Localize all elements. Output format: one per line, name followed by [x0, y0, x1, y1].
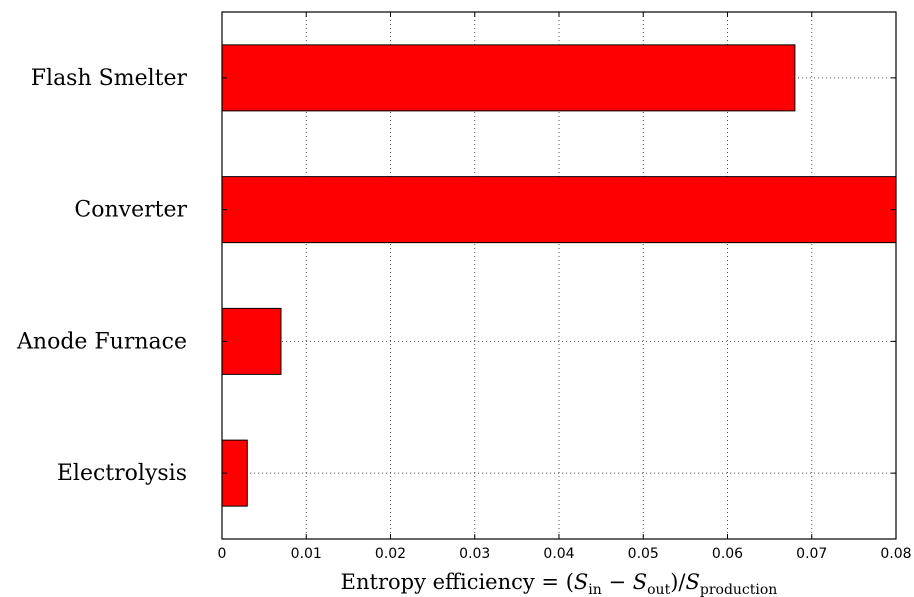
x-tick-label: 0.02 — [375, 546, 406, 562]
x-tick-label: 0.04 — [543, 546, 574, 562]
category-label: Anode Furnace — [16, 329, 187, 354]
x-tick-label: 0.01 — [291, 546, 322, 562]
bars — [221, 44, 897, 507]
x-tick-label: 0.07 — [796, 546, 827, 562]
x-tick-labels: 0 0.01 0.02 0.03 0.04 0.05 0.06 0.07 0.08 — [218, 546, 912, 562]
x-tick-label: 0 — [218, 546, 227, 562]
category-label: Flash Smelter — [31, 66, 188, 91]
x-tick-label: 0.05 — [628, 546, 659, 562]
category-labels: Flash Smelter Converter Anode Furnace Elect… — [16, 66, 187, 486]
x-tick-label: 0.03 — [459, 546, 490, 562]
bar — [221, 176, 897, 244]
bar — [221, 307, 282, 375]
ticks — [221, 12, 897, 539]
x-axis-label: Entropy efficiency = (Sin − Sout)/Sprodu… — [341, 570, 778, 597]
bar — [221, 44, 796, 112]
x-tick-label: 0.06 — [712, 546, 743, 562]
category-label: Converter — [74, 198, 187, 223]
x-tick-label: 0.08 — [880, 546, 911, 562]
category-label: Electrolysis — [57, 461, 187, 486]
